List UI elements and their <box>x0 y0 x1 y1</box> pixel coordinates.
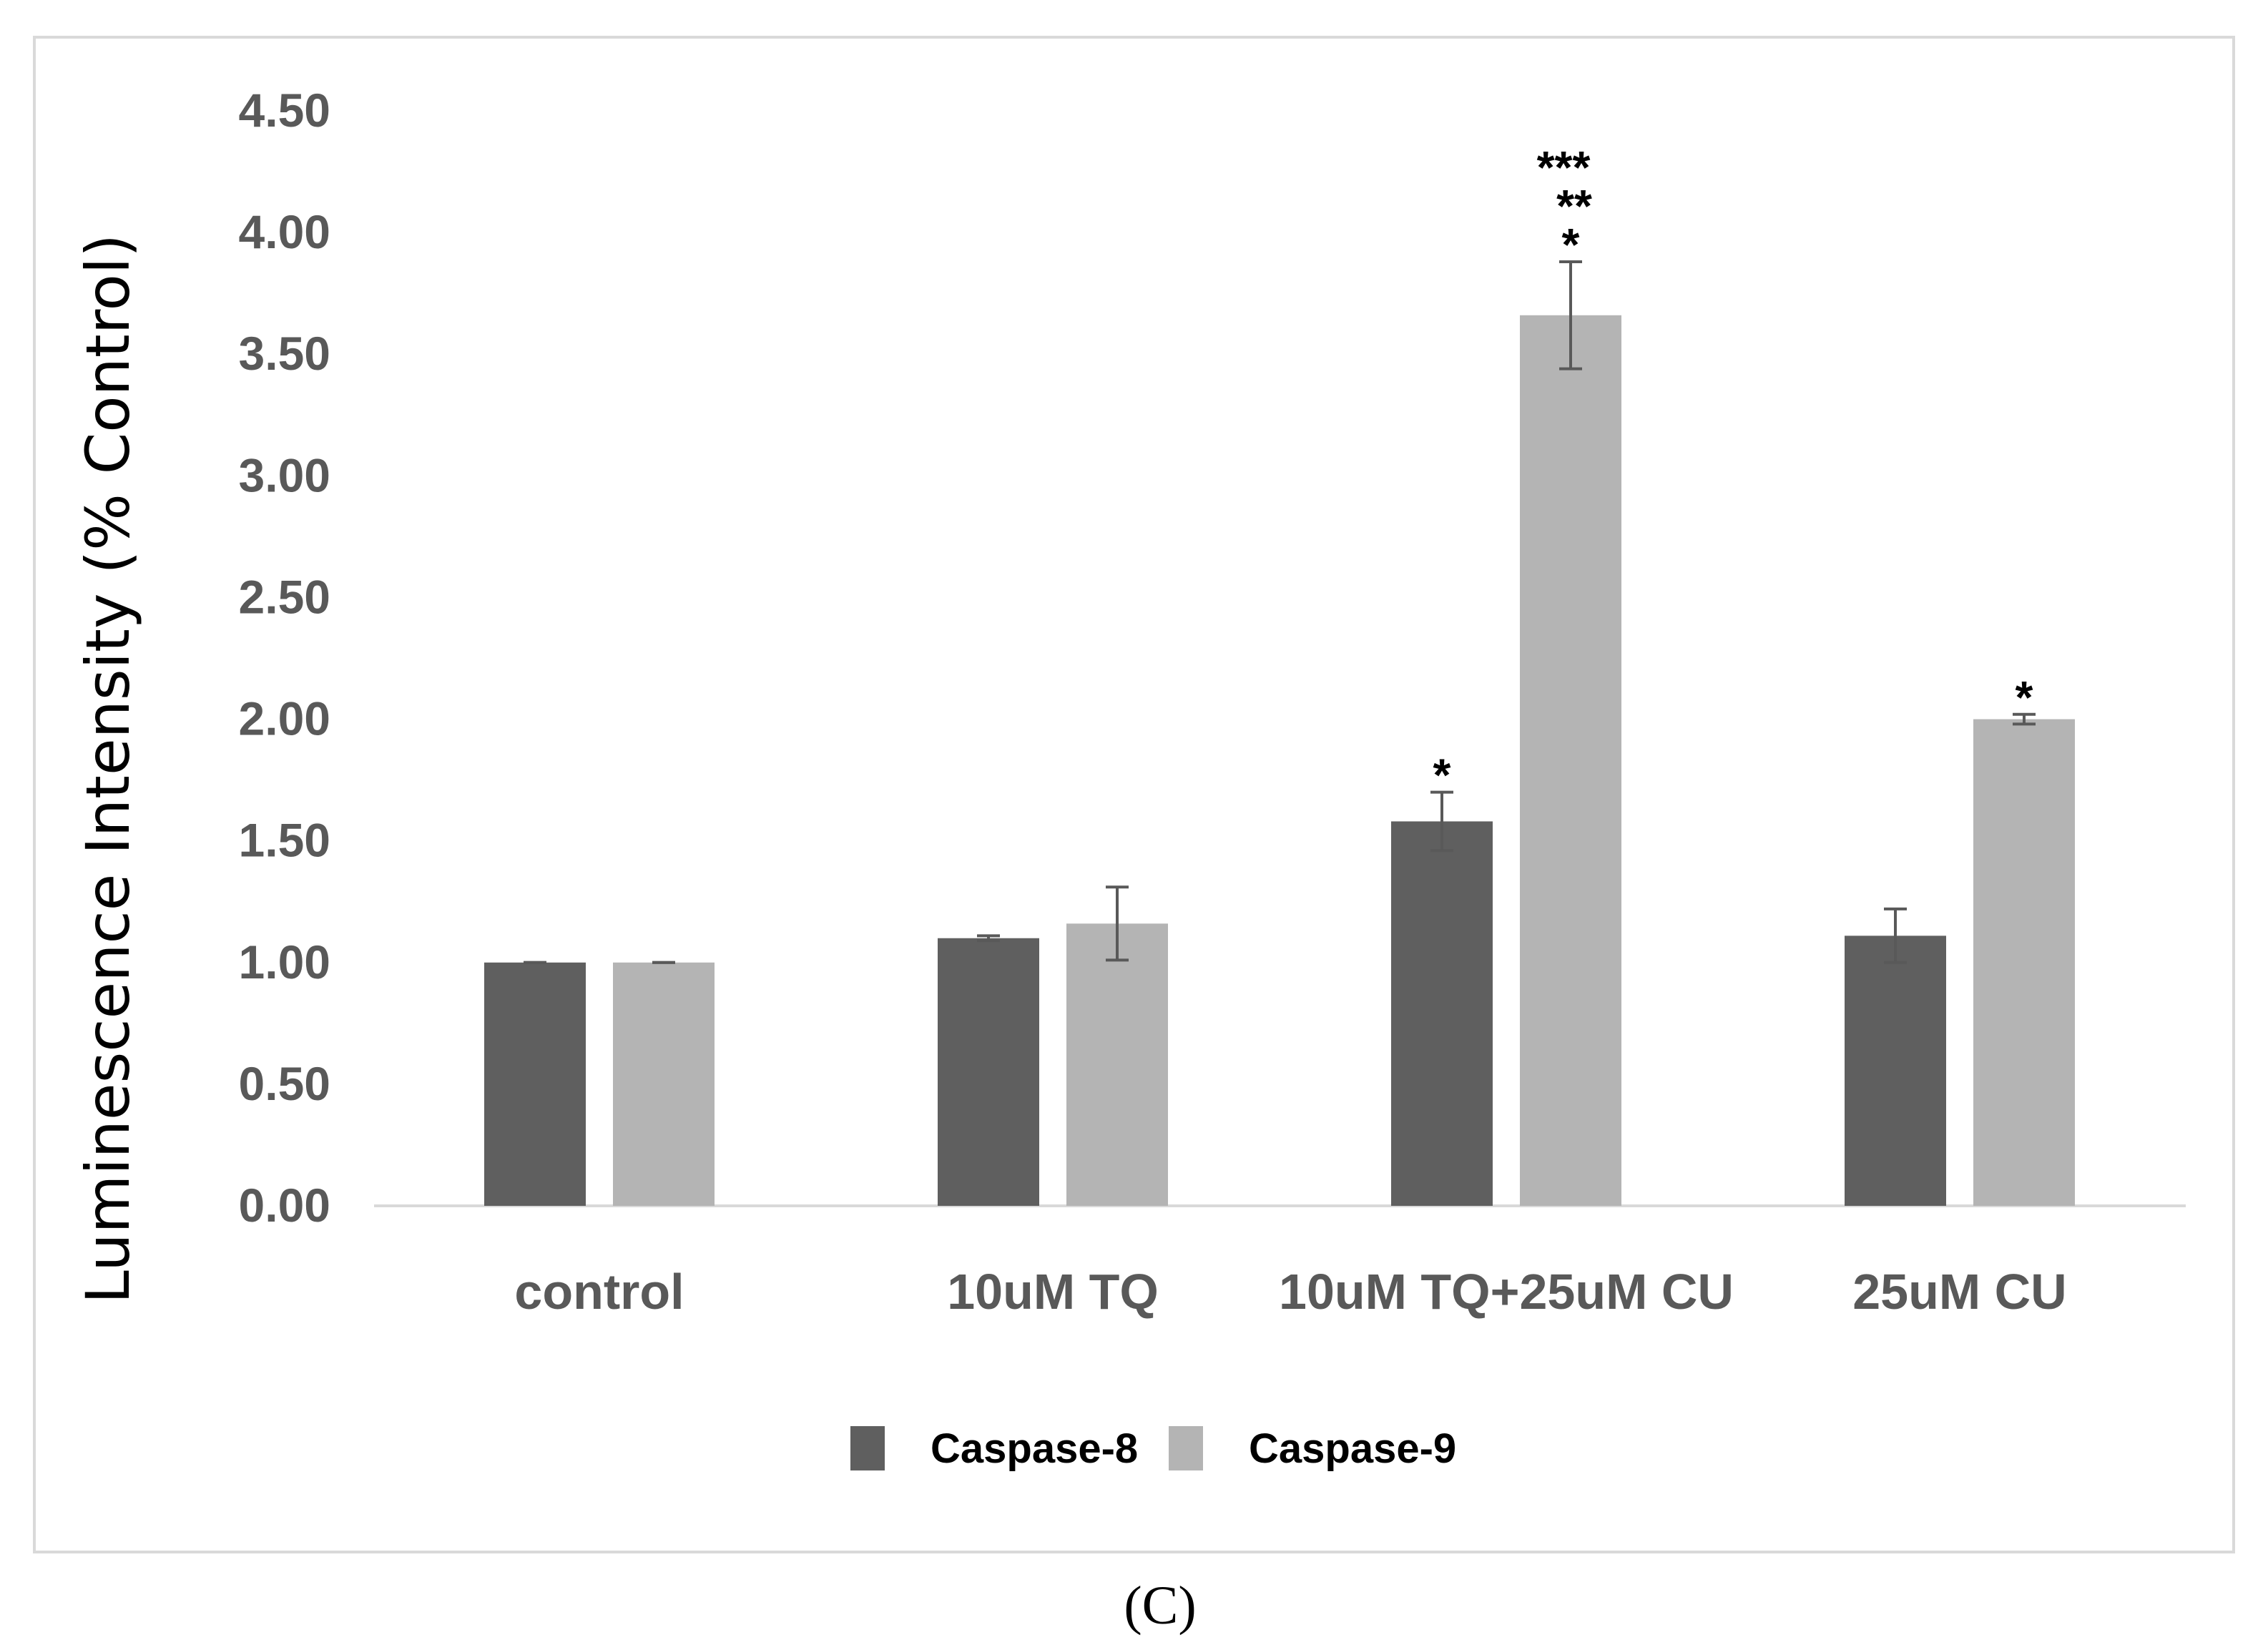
bar-caspase-9-3 <box>1973 719 2075 1206</box>
y-tick-label: 1.00 <box>239 936 330 988</box>
x-category-label: 25uM CU <box>1852 1264 2066 1320</box>
y-axis-label: Luminescence Intensity (% Control) <box>73 234 143 1304</box>
chart-frame <box>33 36 2235 1553</box>
x-category-label: 10uM TQ <box>947 1264 1159 1320</box>
bar-caspase-8-1 <box>938 938 1039 1206</box>
y-tick-label: 2.50 <box>239 570 330 623</box>
bar-caspase-8-2 <box>1391 821 1493 1206</box>
y-tick-label: 3.50 <box>239 327 330 380</box>
y-tick-label: 3.00 <box>239 448 330 501</box>
legend-swatch-caspase-9 <box>1169 1426 1203 1470</box>
bar-caspase-9-1 <box>1066 923 1168 1206</box>
x-category-label: control <box>514 1264 684 1320</box>
y-tick-label: 0.50 <box>239 1057 330 1110</box>
significance-label: * <box>2016 672 2033 723</box>
panel-label: (C) <box>1124 1576 1196 1636</box>
bar-caspase-8-3 <box>1845 936 1946 1206</box>
bar-caspase-8-0 <box>484 962 586 1206</box>
y-tick-label: 4.00 <box>239 205 330 258</box>
y-tick-label: 2.00 <box>239 692 330 745</box>
significance-label: *** ** * <box>1537 142 1592 270</box>
y-tick-label: 4.50 <box>239 84 330 137</box>
bar-caspase-9-2 <box>1520 315 1621 1207</box>
legend-swatch-caspase-8 <box>850 1426 885 1470</box>
legend-label: Caspase-9 <box>1249 1425 1456 1472</box>
x-category-label: 10uM TQ+25uM CU <box>1279 1264 1734 1320</box>
y-tick-label: 0.00 <box>239 1179 330 1232</box>
significance-label: * <box>1433 750 1451 801</box>
y-tick-label: 1.50 <box>239 814 330 867</box>
legend-label: Caspase-8 <box>931 1425 1138 1472</box>
bar-caspase-9-0 <box>613 962 715 1206</box>
